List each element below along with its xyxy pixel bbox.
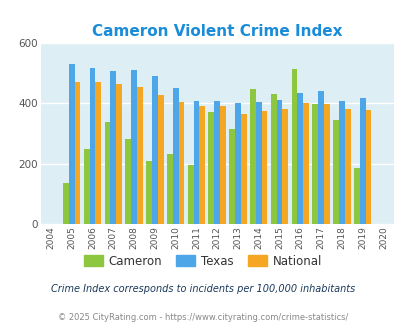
Bar — [333, 120, 338, 224]
Bar — [240, 114, 246, 224]
Bar — [270, 94, 276, 224]
Bar — [291, 69, 297, 224]
Bar — [136, 87, 143, 224]
Bar — [276, 100, 282, 224]
Bar — [172, 88, 178, 224]
Bar — [158, 95, 163, 224]
Bar — [297, 92, 303, 224]
Bar — [214, 101, 220, 224]
Bar — [166, 154, 172, 224]
Bar — [63, 182, 69, 224]
Bar — [364, 110, 371, 224]
Title: Cameron Violent Crime Index: Cameron Violent Crime Index — [92, 24, 341, 39]
Bar — [110, 71, 116, 224]
Bar — [249, 89, 255, 224]
Bar — [220, 106, 225, 224]
Bar — [359, 98, 364, 224]
Bar — [146, 161, 151, 224]
Bar — [311, 104, 318, 224]
Bar — [187, 164, 193, 224]
Bar — [318, 91, 323, 224]
Bar — [208, 112, 214, 224]
Bar — [234, 103, 240, 224]
Bar — [125, 139, 131, 224]
Bar — [131, 70, 136, 224]
Bar — [261, 111, 267, 224]
Bar — [116, 84, 122, 224]
Bar — [353, 168, 359, 224]
Text: Crime Index corresponds to incidents per 100,000 inhabitants: Crime Index corresponds to incidents per… — [51, 284, 354, 294]
Bar — [282, 109, 288, 224]
Bar — [69, 64, 75, 224]
Bar — [344, 109, 350, 224]
Bar — [151, 76, 158, 224]
Legend: Cameron, Texas, National: Cameron, Texas, National — [79, 250, 326, 273]
Bar — [95, 82, 101, 224]
Bar — [303, 103, 308, 224]
Bar — [199, 106, 205, 224]
Bar — [90, 68, 95, 224]
Text: © 2025 CityRating.com - https://www.cityrating.com/crime-statistics/: © 2025 CityRating.com - https://www.city… — [58, 313, 347, 322]
Bar — [178, 103, 184, 224]
Bar — [193, 101, 199, 224]
Bar — [323, 104, 329, 224]
Bar — [255, 102, 261, 224]
Bar — [229, 129, 234, 224]
Bar — [104, 122, 110, 224]
Bar — [338, 101, 344, 224]
Bar — [83, 149, 90, 224]
Bar — [75, 82, 80, 224]
